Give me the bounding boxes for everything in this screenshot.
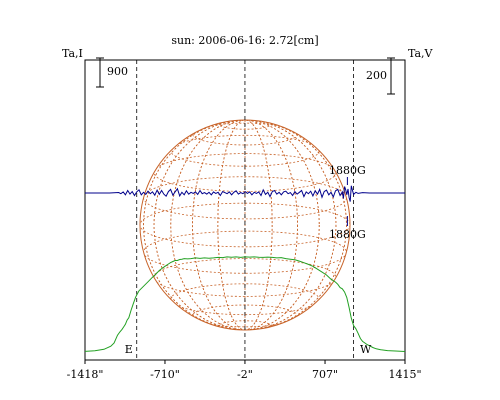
series-layer	[84, 177, 406, 352]
field-annotation-lower: 1880G	[329, 228, 366, 241]
x-tick-label: -710"	[150, 368, 180, 381]
right-scale-bar-label: 200	[366, 69, 387, 82]
left-axis-label: Ta,I	[62, 47, 83, 60]
x-tick-label: -2"	[237, 368, 253, 381]
longitude-line	[170, 120, 320, 330]
right-scale-bar	[387, 57, 395, 95]
vertical-markers	[136, 60, 355, 360]
longitude-line	[192, 120, 298, 330]
x-axis-ticks: -1418" -710" -2" 707" 1415"	[67, 360, 422, 381]
x-tick-label: -1418"	[67, 368, 104, 381]
series-line-V	[85, 185, 405, 202]
left-scale-bar-label: 900	[107, 65, 128, 78]
longitude-line	[143, 120, 347, 330]
series-line-I	[84, 256, 406, 352]
chart-title: sun: 2006-06-16: 2.72[cm]	[171, 34, 318, 47]
x-tick-label: 707"	[312, 368, 338, 381]
field-annotation-upper: 1880G	[329, 164, 366, 177]
east-limb-label: E	[125, 343, 133, 356]
left-scale-bar	[96, 57, 104, 88]
longitude-line	[153, 120, 337, 330]
x-tick-label: 1415"	[388, 368, 421, 381]
longitude-line	[217, 120, 273, 330]
west-limb-label: W	[360, 343, 372, 356]
right-axis-label: Ta,V	[408, 47, 434, 60]
